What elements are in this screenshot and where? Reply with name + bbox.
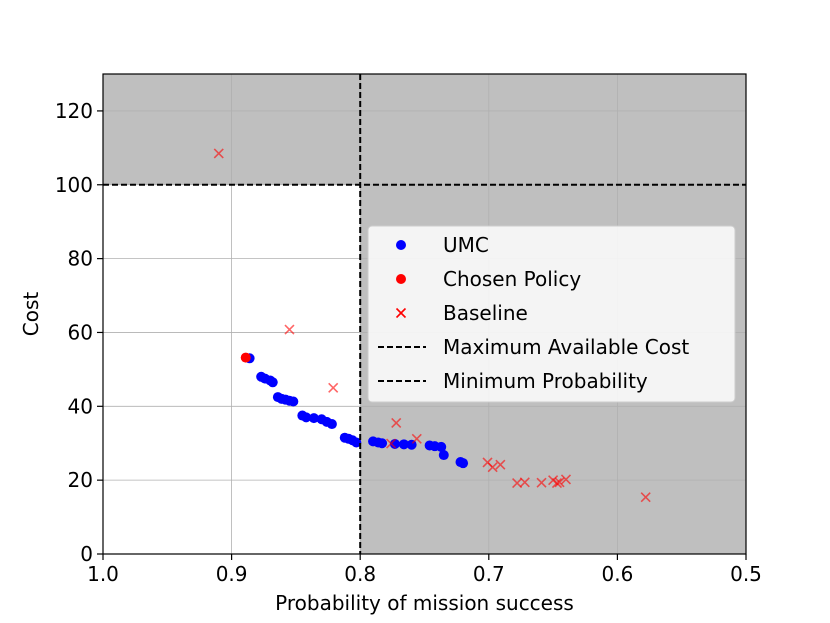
baseline-marker-stroke bbox=[482, 457, 493, 468]
baseline-point bbox=[385, 438, 397, 449]
x-tick-label: 0.7 bbox=[473, 562, 505, 586]
baseline-marker-stroke bbox=[391, 417, 402, 428]
umc-point bbox=[288, 396, 299, 407]
legend-label-minimum-probability: Minimum Probability bbox=[443, 369, 648, 393]
umc-point bbox=[326, 419, 337, 430]
baseline-point bbox=[640, 492, 651, 503]
y-tick-label: 100 bbox=[55, 173, 93, 197]
y-tick-label: 80 bbox=[68, 247, 93, 271]
x-tick-label: 1.0 bbox=[87, 562, 119, 586]
baseline-marker-stroke bbox=[519, 477, 530, 488]
x-tick-label: 0.5 bbox=[730, 562, 762, 586]
baseline-marker-stroke bbox=[213, 148, 224, 159]
baseline-marker-stroke bbox=[328, 382, 339, 393]
legend-marker-chosen-policy bbox=[396, 274, 406, 284]
baseline-marker-stroke bbox=[385, 438, 397, 449]
umc-point bbox=[438, 450, 449, 461]
baseline-marker-stroke bbox=[411, 433, 422, 444]
x-tick-label: 0.6 bbox=[601, 562, 633, 586]
baseline-point bbox=[391, 417, 402, 428]
chosen-policy-point bbox=[240, 352, 251, 363]
baseline-point bbox=[560, 474, 572, 485]
legend-label-maximum-available-cost: Maximum Available Cost bbox=[443, 335, 689, 359]
axes: 1.0 0.9 0.8 0.7 0.6 0.5 0 20 40 60 80 100 120 bbox=[55, 73, 762, 586]
y-tick-label: 0 bbox=[80, 542, 93, 566]
umc-point bbox=[267, 377, 278, 388]
legend-marker-baseline bbox=[395, 307, 407, 319]
baseline-point bbox=[519, 477, 530, 488]
legend-marker-stroke bbox=[395, 307, 407, 319]
x-tick-label: 0.9 bbox=[216, 562, 248, 586]
baseline-marker-stroke bbox=[487, 462, 498, 473]
legend-box bbox=[367, 225, 736, 403]
umc-point bbox=[308, 413, 319, 424]
baseline-point bbox=[554, 477, 565, 488]
baseline-point bbox=[411, 433, 422, 444]
baseline-marker-stroke bbox=[560, 474, 572, 485]
baseline-marker-stroke bbox=[284, 324, 295, 335]
legend-label-baseline: Baseline bbox=[443, 301, 528, 325]
x-tick-label: 0.8 bbox=[344, 562, 376, 586]
umc-point bbox=[377, 438, 388, 449]
baseline-marker-stroke bbox=[551, 478, 563, 489]
legend: UMC Chosen Policy Baseline Maximum Availabl… bbox=[367, 225, 736, 403]
baseline-point bbox=[328, 382, 339, 393]
y-tick-label: 40 bbox=[68, 394, 93, 418]
baseline-marker-stroke bbox=[536, 477, 547, 488]
umc-point bbox=[436, 441, 447, 452]
baseline-point bbox=[495, 459, 506, 470]
legend-marker-umc bbox=[396, 240, 406, 250]
y-tick-label: 20 bbox=[68, 468, 93, 492]
baseline-marker-stroke bbox=[495, 459, 506, 470]
umc-point bbox=[301, 412, 312, 423]
baseline-point bbox=[536, 477, 547, 488]
baseline-point bbox=[284, 324, 295, 335]
baseline-marker-stroke bbox=[554, 477, 565, 488]
umc-point bbox=[458, 458, 469, 469]
y-axis-label: Cost bbox=[19, 292, 43, 337]
baseline-marker-stroke bbox=[640, 492, 651, 503]
baseline-point bbox=[551, 478, 563, 489]
x-axis-label: Probability of mission success bbox=[275, 591, 574, 615]
y-tick-label: 60 bbox=[68, 320, 93, 344]
baseline-point bbox=[487, 462, 498, 473]
baseline-marker-stroke bbox=[512, 478, 523, 489]
axes-frame bbox=[102, 73, 747, 555]
legend-label-umc: UMC bbox=[443, 233, 489, 257]
legend-label-chosen-policy: Chosen Policy bbox=[443, 267, 581, 291]
umc-point bbox=[351, 437, 362, 448]
umc-point bbox=[398, 439, 409, 450]
y-tick-label: 120 bbox=[55, 99, 93, 123]
baseline-point bbox=[213, 148, 224, 159]
